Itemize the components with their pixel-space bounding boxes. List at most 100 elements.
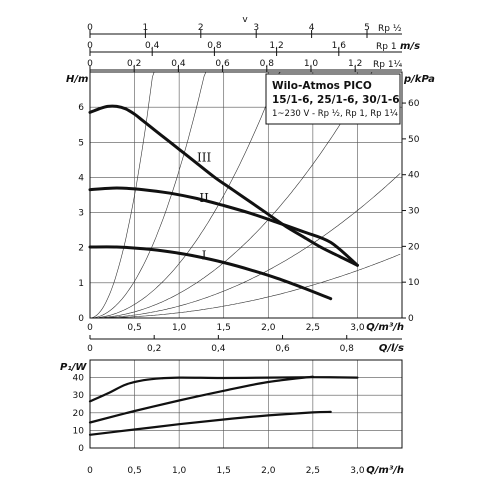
top-velocity-scales: v Rp ½ Rp 1 m/s Rp 1¼ 0 1 2 3 4 5 0 0,4 0,8 1,2 1… [87,15,420,72]
head-plot-frame [89,71,403,319]
power-x-tick-label: 1,0 [172,466,187,476]
power-y-ticks: 0 10 20 30 40 [73,374,85,454]
system-curve [89,71,155,319]
head-x-ticks: 0 0,5 1,0 1,5 2,0 2,5 3,0 [87,323,365,333]
head-y-right-label: p/kPa [403,74,435,85]
power-y-tick-label: 30 [73,391,85,401]
head-curve-II [88,186,359,267]
power-y-tick-label: 20 [73,409,85,419]
power-x-tick-label: 2,5 [306,466,320,476]
power-y-tick-label: 10 [73,426,85,436]
head-x-tick-label: 2,5 [306,323,320,333]
head-curve-I [88,245,333,301]
head-x-tick-label: 1,5 [217,323,231,333]
ms-ticks: 0 0,4 0,8 1,2 1,6 [87,41,346,56]
power-y-label: P₁/W [60,362,87,373]
power-x-tick-label: 0 [87,466,93,476]
rp114-tick-label: 0,4 [171,59,186,69]
curve-label-II: II [199,191,209,205]
ls-tick-label: 0,8 [340,344,355,354]
head-y-tick-label: 5 [78,138,84,148]
kpa-tick-label: 10 [408,278,420,288]
head-kpa-ticks: 0 10 20 30 40 50 60 [402,99,420,324]
rp114-tick-label: 0,6 [215,59,230,69]
power-series [88,375,359,436]
power-x-label: Q/m³/h [366,465,404,476]
rp-half-ticks: 0 1 2 3 4 5 [87,23,370,38]
power-plot-frame [89,359,403,449]
head-x-tick-label: 3,0 [350,323,365,333]
power-y-tick-label: 40 [73,374,85,384]
head-x-tick-label: 0 [87,323,93,333]
rp114-tick-label: 1,2 [348,59,362,69]
power-x-tick-label: 0,5 [127,466,141,476]
power-curve-III [88,376,359,403]
head-x-label: Q/m³/h [366,322,404,333]
legend-title: Wilo-Atmos PICO [272,80,372,92]
rp114-ticks: 0 0,2 0,4 0,6 0,8 1,0 1,2 [87,59,362,72]
rp114-tick-label: 1,0 [304,59,319,69]
head-curve-III [88,104,359,267]
power-x-ticks: 0 0,5 1,0 1,5 2,0 2,5 3,0 [87,466,365,476]
rp-half-tick-label: 4 [309,23,315,33]
ls-tick-label: 0,2 [147,344,161,354]
power-curve-I [88,410,332,436]
power-plot-area [90,360,402,448]
power-x-tick-label: 1,5 [217,466,231,476]
head-y-tick-label: 6 [78,103,84,113]
power-y-tick-label: 0 [78,444,84,454]
system-curve [90,71,374,319]
system-curve [89,71,207,319]
ls-tick-label: 0 [87,344,93,354]
power-x-tick-label: 2,0 [261,466,276,476]
system-curve [90,173,401,319]
head-y-tick-label: 1 [78,279,84,289]
head-y-tick-label: 3 [78,209,84,219]
rp1-label: Rp 1 [376,42,397,52]
ls-tick-label: 0,4 [211,344,226,354]
head-x-tick-label: 0,5 [127,323,141,333]
ls-tick-label: 0,6 [275,344,290,354]
kpa-tick-label: 60 [408,99,420,109]
legend-frame [265,73,401,125]
ls-ticks: 0 0,2 0,4 0,6 0,8 [87,335,354,354]
rp-half-tick-label: 3 [253,23,259,33]
head-x-tick-label: 2,0 [261,323,276,333]
rp114-tick-label: 0,2 [127,59,141,69]
legend-models: 15/1-6, 25/1-6, 30/1-6 [272,94,400,106]
ms-tick-label: 0 [87,41,93,51]
power-curve-II [88,375,314,424]
rp-half-tick-label: 2 [198,23,204,33]
kpa-tick-label: 0 [408,314,414,324]
rp-half-tick-label: 1 [143,23,149,33]
kpa-tick-label: 50 [408,135,420,145]
rp114-tick-label: 0 [87,59,93,69]
kpa-tick-label: 40 [408,171,420,181]
system-curve [90,253,401,319]
ms-tick-label: 1,2 [269,41,283,51]
head-y-tick-label: 0 [78,314,84,324]
head-y-tick-label: 4 [78,173,84,183]
v-label: v [242,15,248,25]
head-y-ticks: 0 1 2 3 4 5 6 [78,103,84,324]
power-x-tick-label: 3,0 [350,466,365,476]
rp-half-label: Rp ½ [378,24,402,34]
ls-scale: 0 0,2 0,4 0,6 0,8 Q/l/s [87,335,404,354]
rp-half-tick-label: 0 [87,23,93,33]
rp114-tick-label: 0,8 [260,59,275,69]
power-chart: 0 10 20 30 40 0 0,5 1,0 1,5 2,0 2,5 3,0 P₁/W Q/m³/… [60,359,404,476]
kpa-tick-label: 20 [408,242,420,252]
ms-unit-label: m/s [400,41,420,52]
ms-tick-label: 0,4 [145,41,160,51]
ms-tick-label: 0,8 [207,41,222,51]
curve-label-III: III [197,150,211,164]
curve-label-I: I [202,249,207,263]
head-y-tick-label: 2 [78,244,84,254]
rp114-label: Rp 1¼ [373,60,403,70]
head-x-tick-label: 1,0 [172,323,187,333]
rp-half-tick-label: 5 [364,23,370,33]
